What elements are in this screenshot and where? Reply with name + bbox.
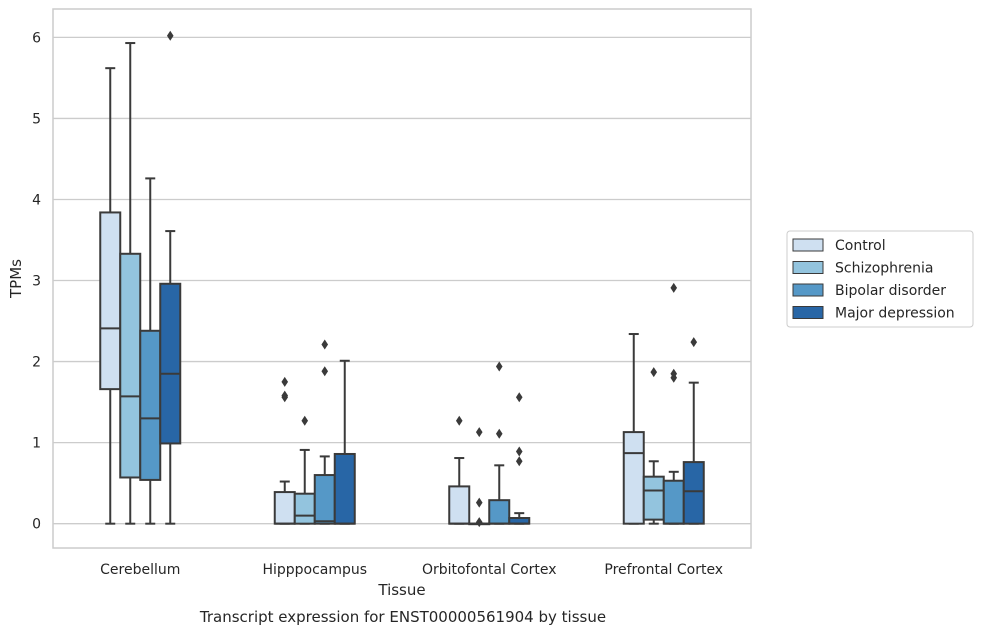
legend-swatch [792, 306, 824, 319]
iqr-box [99, 211, 122, 391]
x-axis-label: Tissue [377, 581, 425, 599]
box-major-depression [508, 392, 531, 525]
iqr-box [662, 479, 685, 525]
box-schizophrenia [468, 427, 491, 528]
outlier-point [690, 337, 698, 348]
outlier-point [670, 368, 678, 379]
y-tick-label: 5 [32, 111, 41, 127]
box-control [622, 333, 645, 525]
legend-item: Bipolar disorder [792, 283, 946, 299]
box-groups [99, 30, 705, 528]
outlier-point [281, 390, 289, 401]
box-control [448, 415, 471, 525]
x-tick-label: Orbitofontal Cortex [422, 562, 557, 578]
x-tick-label: Hipppocampus [262, 562, 367, 578]
y-tick-labels: 0 1 2 3 4 5 6 [32, 30, 41, 532]
box-major-depression [333, 359, 356, 525]
box-bipolar-disorder [662, 282, 685, 525]
iqr-box [313, 474, 336, 525]
outlier-point [515, 446, 523, 457]
legend-swatch [792, 238, 824, 252]
plot-frame [52, 8, 752, 549]
y-tick-label: 2 [32, 355, 41, 371]
outlier-point [321, 339, 329, 350]
outlier-point [321, 366, 329, 377]
x-tick-label: Cerebellum [100, 562, 180, 578]
box-control [273, 376, 296, 525]
legend-label: Bipolar disorder [835, 283, 946, 299]
y-tick-label: 6 [32, 30, 41, 46]
outlier-point [515, 456, 523, 467]
legend-frame [786, 230, 974, 328]
y-tick-label: 3 [32, 274, 41, 290]
box-schizophrenia [119, 42, 142, 525]
chart-caption: Transcript expression for ENST0000056190… [199, 608, 606, 626]
outlier-point [515, 392, 523, 403]
box-bipolar-disorder [139, 177, 162, 525]
x-tick-label: Prefrontal Cortex [604, 562, 723, 578]
iqr-box [642, 475, 665, 521]
box-schizophrenia [642, 367, 665, 525]
y-tick-label: 0 [32, 517, 41, 533]
outlier-point [650, 367, 658, 378]
outlier-point [166, 30, 174, 41]
outlier-point [475, 517, 483, 528]
legend-label: Major depression [835, 306, 955, 322]
outlier-point [475, 427, 483, 438]
legend: Control Schizophrenia Bipolar disorder Majo… [786, 230, 974, 328]
outlier-point [670, 282, 678, 293]
legend-swatch [792, 283, 824, 297]
x-tick-labels: Cerebellum Hipppocampus Orbitofontal Corte… [100, 562, 723, 578]
y-tick-label: 4 [32, 192, 41, 208]
outlier-point [281, 376, 289, 387]
iqr-box [448, 485, 471, 525]
outlier-point [495, 428, 503, 439]
box-bipolar-disorder [313, 339, 336, 525]
iqr-box [159, 282, 182, 445]
outlier-point [455, 415, 463, 426]
legend-label: Schizophrenia [835, 261, 933, 277]
legend-item: Control [792, 238, 886, 254]
box-control [99, 67, 122, 525]
box-major-depression [159, 30, 182, 525]
legend-swatch [792, 261, 824, 274]
box-major-depression [682, 337, 705, 525]
iqr-box [622, 431, 645, 525]
legend-item: Schizophrenia [792, 261, 933, 277]
iqr-box [293, 492, 316, 525]
outlier-point [495, 361, 503, 372]
legend-label: Control [835, 238, 886, 254]
iqr-box [273, 491, 296, 525]
box-bipolar-disorder [488, 361, 511, 525]
iqr-box [139, 329, 162, 481]
iqr-box [333, 452, 356, 525]
legend-items: Control Schizophrenia Bipolar disorder Majo… [792, 238, 955, 322]
outlier-point [301, 415, 309, 426]
y-axis-label: TPMs [7, 259, 25, 299]
legend-item: Major depression [792, 306, 955, 322]
iqr-box [119, 252, 142, 479]
iqr-box [682, 461, 705, 525]
y-tick-label: 1 [32, 436, 41, 452]
iqr-box [488, 499, 511, 525]
box-schizophrenia [293, 415, 316, 525]
outlier-point [475, 497, 483, 508]
